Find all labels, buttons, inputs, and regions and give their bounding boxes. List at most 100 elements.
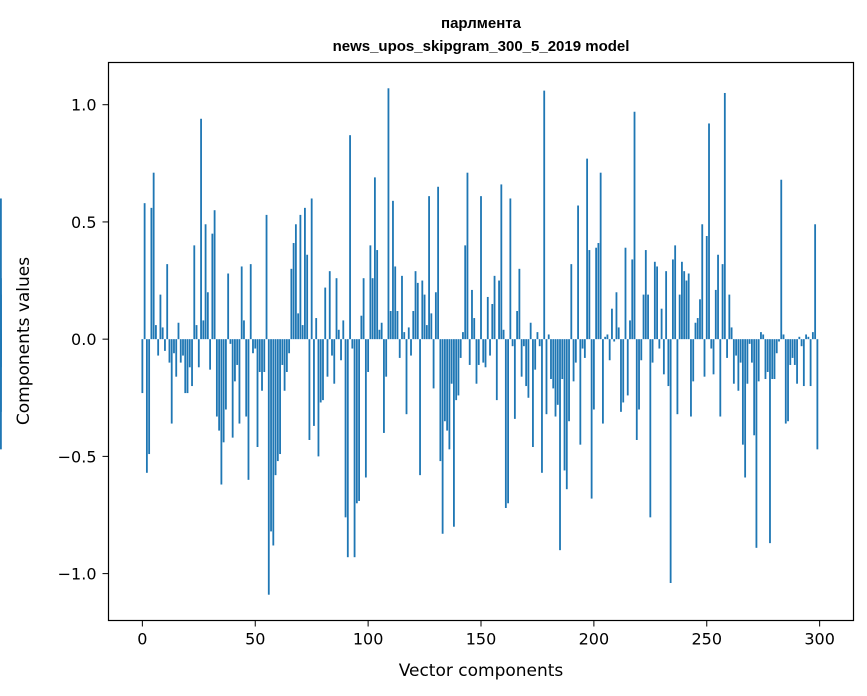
bar-195 [581, 339, 584, 349]
bar-146 [471, 289, 473, 340]
bar-204 [602, 339, 604, 424]
bar-110 [389, 311, 392, 340]
bar-172 [529, 322, 532, 340]
bar-61 [279, 339, 281, 455]
bar-135 [446, 339, 449, 431]
bar-156 [493, 275, 496, 340]
bar-41 [234, 339, 236, 382]
bar-242 [687, 273, 690, 340]
bar-267 [744, 339, 747, 478]
x-tick-label: 250 [691, 630, 722, 649]
bar-257 [721, 264, 724, 340]
bar-171 [527, 339, 530, 398]
bar-108 [385, 339, 388, 377]
bar-167 [518, 268, 521, 340]
bar-93 [351, 339, 354, 349]
bar-89 [342, 320, 345, 340]
bar-179 [545, 339, 548, 415]
bar-183 [554, 339, 557, 417]
bar-148 [475, 339, 478, 384]
bar-173 [532, 339, 534, 448]
bar-166 [516, 311, 519, 340]
bar-231 [662, 339, 665, 375]
bar-158 [498, 280, 500, 340]
bar-77 [315, 318, 318, 340]
bar-150 [480, 196, 482, 340]
bar-152 [484, 339, 487, 368]
bar-255 [717, 254, 719, 340]
bar-157 [495, 339, 498, 401]
bar-175 [536, 332, 539, 340]
bar-246 [696, 318, 699, 340]
bar-112 [394, 266, 397, 340]
bar-undefined [0, 294, 2, 340]
bar-58 [272, 339, 275, 546]
bar-2 [145, 339, 148, 473]
bar-38 [227, 273, 230, 340]
bar-296 [809, 339, 812, 387]
bar-160 [502, 329, 505, 340]
bar-125 [423, 294, 426, 340]
bar-105 [378, 329, 381, 340]
bar-169 [522, 339, 525, 347]
bar-273 [757, 339, 760, 382]
bar-260 [728, 294, 731, 340]
bar-190 [570, 264, 573, 340]
bar-69 [297, 313, 300, 340]
x-tick-label: 200 [579, 630, 610, 649]
bar-1 [143, 203, 146, 340]
x-axis-ticks: 0 50 100 150 200 250 300 [137, 620, 835, 649]
bar-131 [437, 186, 440, 340]
bar-250 [705, 236, 708, 340]
bar-289 [793, 339, 796, 365]
bar-217 [631, 259, 634, 340]
x-tick-label: 300 [804, 630, 835, 649]
bar-164 [511, 339, 514, 347]
bar-85 [333, 339, 336, 384]
bar-283 [780, 179, 783, 340]
bar-20 [186, 339, 189, 394]
bar-207 [608, 339, 611, 361]
bar-252 [710, 339, 713, 349]
y-axis-ticks: −1.0 −0.5 0.0 0.5 1.0 [58, 96, 109, 584]
bar-35 [220, 339, 223, 485]
bar-286 [787, 339, 789, 422]
bar-42 [236, 339, 239, 365]
bar-285 [784, 339, 787, 424]
bar-244 [692, 339, 695, 382]
bar-134 [443, 339, 446, 422]
bar-247 [699, 299, 701, 340]
bar-73 [306, 254, 309, 340]
bar-235 [671, 259, 674, 340]
bar-102 [371, 278, 374, 340]
bar-194 [579, 339, 582, 445]
bar-225 [649, 339, 652, 518]
bar-196 [583, 339, 586, 358]
bar-133 [441, 339, 444, 534]
bar-57 [270, 339, 272, 532]
bar-299 [816, 339, 819, 450]
bar-7 [157, 339, 160, 356]
bar-279 [771, 339, 774, 380]
bar-5 [152, 172, 155, 340]
bar-83 [328, 271, 331, 340]
bar-96 [358, 339, 360, 501]
bar-33 [215, 339, 218, 417]
bar-95 [355, 339, 358, 504]
bar-266 [741, 339, 744, 445]
bar-251 [708, 123, 710, 340]
bar-137 [450, 339, 453, 384]
x-tick-label: 150 [466, 630, 497, 649]
bar-186 [561, 339, 564, 380]
bar-129 [432, 339, 435, 389]
bars-group [0, 88, 819, 595]
bar-147 [473, 318, 476, 340]
bar-48 [249, 264, 252, 340]
bar-17 [179, 339, 182, 363]
bar-14 [173, 339, 175, 354]
bar-82 [326, 339, 329, 377]
bar-15 [175, 339, 178, 377]
bar-undefined [0, 339, 2, 368]
bar-56 [267, 339, 270, 595]
